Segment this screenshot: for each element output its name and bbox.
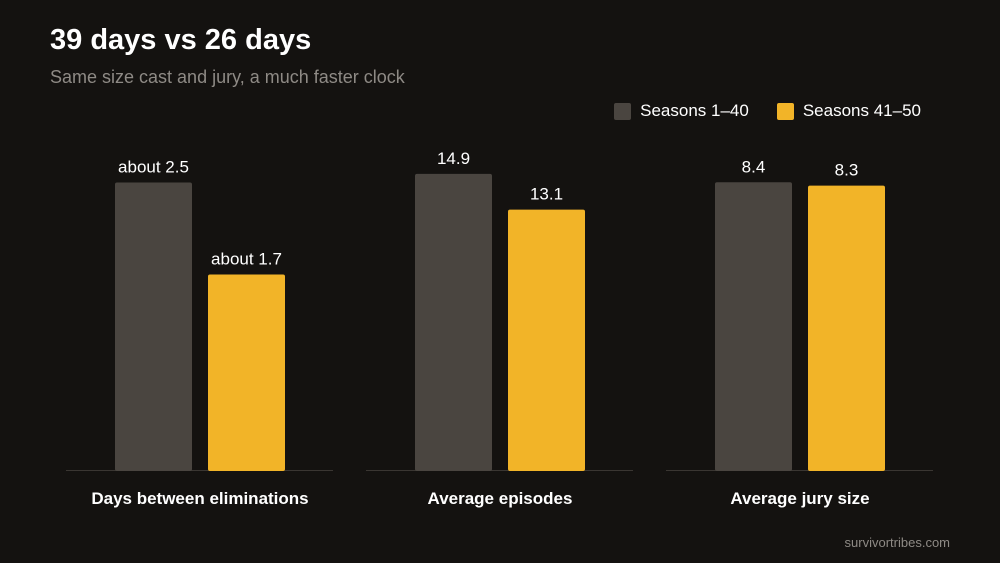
legend-swatch-series-2: [776, 102, 794, 120]
data-label-2-series-2: 13.1: [530, 185, 563, 204]
category-label-1: Days between eliminations: [91, 489, 308, 508]
bar-1-series-1: [115, 182, 192, 471]
bar-2-series-1: [415, 173, 492, 471]
data-label-3-series-2: 8.3: [835, 161, 859, 180]
data-label-3-series-1: 8.4: [742, 157, 766, 176]
bar-3-series-1: [715, 182, 792, 472]
chart-title: 39 days vs 26 days: [50, 24, 312, 56]
legend-item-series-2: Seasons 41–50: [776, 101, 921, 121]
legend: Seasons 1–40 Seasons 41–50: [614, 101, 921, 121]
bar-2-series-2: [508, 209, 585, 471]
source-credit: survivortribes.com: [844, 535, 950, 550]
data-label-1-series-2: about 1.7: [211, 250, 282, 269]
legend-label-series-1: Seasons 1–40: [640, 101, 749, 120]
legend-label-series-2: Seasons 41–50: [802, 101, 921, 120]
data-label-1-series-1: about 2.5: [118, 158, 189, 177]
category-label-3: Average jury size: [730, 489, 869, 508]
bar-3-series-2: [808, 185, 885, 471]
bar-1-series-2: [208, 274, 285, 471]
category-label-2: Average episodes: [428, 489, 573, 508]
chart-subtitle: Same size cast and jury, a much faster c…: [50, 67, 405, 87]
legend-item-series-1: Seasons 1–40: [614, 101, 749, 121]
legend-swatch-series-1: [614, 102, 632, 120]
data-label-2-series-1: 14.9: [437, 149, 470, 168]
